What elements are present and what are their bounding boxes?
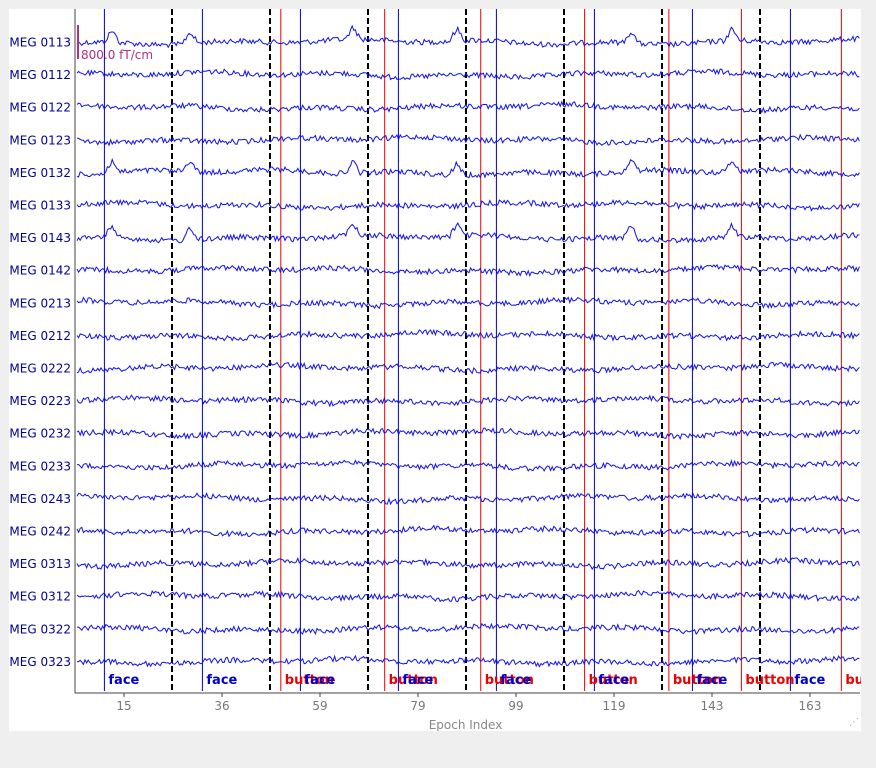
event-label: button <box>745 673 794 688</box>
channel-trace <box>76 556 860 571</box>
epochs-plot: MEG 0113 MEG 0112 MEG 0122 MEG 0123 MEG 0132… <box>9 9 861 731</box>
channel-label: MEG 0112 <box>9 68 71 82</box>
channel-label: MEG 0122 <box>9 101 71 115</box>
x-tick-label: 163 <box>799 699 822 713</box>
x-tick-label: 79 <box>410 699 425 713</box>
scale-label: 800.0 fT/cm <box>81 48 153 62</box>
event-label: button <box>673 673 722 688</box>
event-label: face <box>206 673 237 688</box>
channel-trace <box>76 589 860 603</box>
channel-trace <box>76 100 860 114</box>
event-label: face <box>108 673 139 688</box>
channel-label: MEG 0313 <box>9 557 71 571</box>
x-tick-label: 99 <box>508 699 523 713</box>
x-axis-label: Epoch Index <box>429 718 503 731</box>
channel-trace <box>76 394 860 408</box>
resize-grip-icon[interactable]: ⋰ <box>849 717 859 728</box>
x-tick-label: 119 <box>603 699 626 713</box>
event-label: button <box>389 673 438 688</box>
channel-label: MEG 0322 <box>9 622 71 636</box>
channel-trace <box>76 328 860 342</box>
channel-label: MEG 0233 <box>9 459 71 473</box>
event-label: button <box>845 673 861 688</box>
event-label: face <box>696 673 727 688</box>
channel-trace <box>76 296 860 310</box>
event-label: face <box>598 673 629 688</box>
event-label: button <box>485 673 534 688</box>
channel-trace <box>76 361 860 375</box>
x-tick-label: 36 <box>214 699 229 713</box>
channel-trace <box>76 157 860 179</box>
channel-label: MEG 0113 <box>9 36 71 50</box>
channel-trace <box>76 524 860 538</box>
epochs-figure: MEG 0113 MEG 0112 MEG 0122 MEG 0123 MEG 0132… <box>9 9 861 731</box>
channel-trace <box>77 622 860 636</box>
channel-trace <box>76 199 860 212</box>
channel-label: MEG 0213 <box>9 296 71 310</box>
channel-trace <box>76 492 860 506</box>
channel-label: MEG 0242 <box>9 525 71 539</box>
channel-trace <box>76 459 860 472</box>
channel-label: MEG 0312 <box>9 590 71 604</box>
channel-label: MEG 0212 <box>9 329 71 343</box>
x-tick-label: 143 <box>701 699 724 713</box>
channel-label: MEG 0223 <box>9 394 71 408</box>
event-label: face <box>500 673 531 688</box>
event-label: face <box>794 673 825 688</box>
channel-label: MEG 0222 <box>9 362 71 376</box>
channel-label: MEG 0123 <box>9 133 71 147</box>
event-label: button <box>589 673 638 688</box>
channel-label: MEG 0142 <box>9 264 71 278</box>
channel-label: MEG 0133 <box>9 199 71 213</box>
channel-label: MEG 0232 <box>9 427 71 441</box>
channel-label: MEG 0143 <box>9 231 71 245</box>
channel-label: MEG 0323 <box>9 655 71 669</box>
channel-label: MEG 0243 <box>9 492 71 506</box>
channel-label: MEG 0132 <box>9 166 71 180</box>
event-label: button <box>285 673 334 688</box>
channel-trace <box>76 133 860 147</box>
channel-trace <box>77 654 860 668</box>
channel-trace <box>76 221 860 244</box>
channel-trace <box>76 24 860 49</box>
event-label: face <box>304 673 335 688</box>
channel-trace <box>76 68 860 81</box>
x-tick-label: 15 <box>116 699 131 713</box>
channel-trace <box>76 263 860 278</box>
event-label: face <box>402 673 433 688</box>
x-tick-label: 59 <box>312 699 327 713</box>
channel-trace <box>76 427 860 441</box>
